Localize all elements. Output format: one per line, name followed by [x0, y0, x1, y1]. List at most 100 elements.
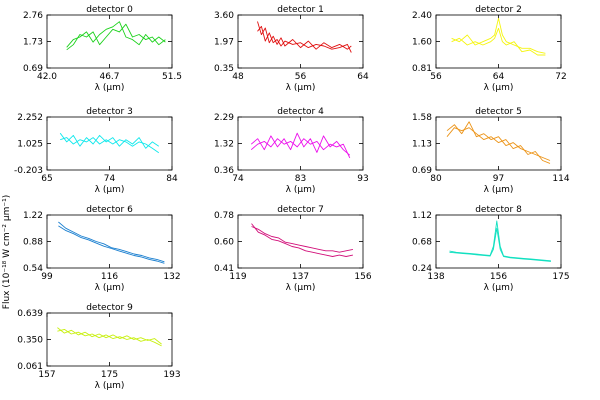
y-tick-label: 0.639: [17, 309, 43, 319]
y-tick-label: 0.36: [214, 166, 234, 176]
x-tick-label: 132: [163, 272, 180, 282]
y-tick-label: 0.78: [214, 211, 234, 221]
y-tick-label: 0.41: [214, 264, 234, 274]
y-tick-label: 1.58: [412, 113, 432, 123]
panel-title: detector 9: [86, 303, 133, 313]
series-line-1: [66, 23, 166, 51]
y-tick-label: 2.252: [17, 113, 43, 123]
series-line-0: [451, 17, 546, 54]
panel-title: detector 7: [277, 205, 324, 215]
x-tick-label: 42.0: [37, 72, 57, 82]
x-tick-label: 51.5: [162, 72, 182, 82]
x-axis-label: λ (μm): [95, 381, 125, 391]
y-tick-label: -0.203: [14, 166, 43, 176]
series-line-0: [446, 121, 551, 161]
y-tick-label: 1.025: [17, 140, 43, 150]
x-tick-label: 74: [232, 174, 244, 184]
y-tick-label: 1.97: [214, 38, 234, 48]
x-tick-label: 137: [292, 272, 309, 282]
x-tick-label: 157: [38, 370, 55, 380]
y-tick-label: 0.69: [23, 64, 43, 74]
y-tick-label: 3.60: [214, 11, 234, 21]
series-line-0: [59, 132, 160, 149]
x-tick-label: 114: [552, 174, 569, 184]
x-tick-label: 93: [357, 174, 368, 184]
x-tick-label: 65: [41, 174, 52, 184]
y-tick-label: 1.13: [412, 140, 432, 150]
panel-title: detector 5: [475, 107, 522, 117]
panel-title: detector 8: [475, 205, 522, 215]
y-tick-label: 0.68: [412, 238, 432, 248]
y-tick-label: 1.12: [412, 211, 432, 221]
series-line-1: [57, 328, 162, 347]
y-tick-label: 0.24: [412, 264, 432, 274]
x-axis-label: λ (μm): [484, 83, 514, 93]
panel-title: detector 1: [277, 5, 324, 15]
y-tick-label: 0.60: [214, 238, 234, 248]
panel-title: detector 0: [86, 5, 133, 15]
y-axis-label: Flux (10⁻¹⁸ W cm⁻² μm⁻¹): [2, 195, 12, 309]
y-tick-label: 0.35: [214, 64, 234, 74]
panel-detector-6: detector 6 99 116 132 0.54 0.88 1.22 λ (μm): [23, 205, 181, 293]
x-tick-label: 116: [101, 272, 118, 282]
plot-frame: [237, 14, 364, 69]
series-line-1: [446, 127, 551, 164]
series-line-0: [57, 327, 162, 345]
y-tick-label: 0.061: [17, 362, 43, 372]
x-tick-label: 46.7: [99, 72, 119, 82]
panel-title: detector 6: [86, 205, 133, 215]
x-axis-label: λ (μm): [95, 283, 125, 293]
y-tick-label: 0.88: [23, 238, 43, 248]
series-line-1: [451, 27, 546, 56]
panel-detector-3: detector 3 65 74 84 -0.203 1.025 2.252 λ (μm): [14, 107, 178, 195]
plot-frame: [237, 214, 364, 269]
x-axis-label: λ (μm): [484, 283, 514, 293]
x-axis-label: λ (μm): [286, 185, 316, 195]
x-tick-label: 119: [229, 272, 246, 282]
panel-detector-0: detector 0 42.0 46.7 51.5 0.69 1.73 2.76 λ (μm): [23, 5, 182, 93]
x-tick-label: 74: [104, 174, 116, 184]
x-tick-label: 175: [552, 272, 569, 282]
x-tick-label: 56: [295, 72, 307, 82]
panel-title: detector 4: [277, 107, 324, 117]
y-tick-label: 2.76: [23, 11, 43, 21]
plot-frame: [46, 116, 173, 171]
series-line-1: [58, 225, 165, 264]
panel-detector-8: detector 8 138 156 175 0.24 0.68 1.12 λ (μm): [412, 205, 570, 293]
x-axis-label: λ (μm): [484, 185, 514, 195]
x-tick-label: 99: [41, 272, 53, 282]
x-axis-label: λ (μm): [95, 83, 125, 93]
x-tick-label: 56: [430, 72, 442, 82]
x-tick-label: 156: [354, 272, 371, 282]
y-tick-label: 0.54: [23, 264, 43, 274]
panel-detector-9: detector 9 157 175 193 0.061 0.350 0.639 λ (μm): [17, 303, 180, 391]
panel-detector-5: detector 5 80 97 114 0.69 1.13 1.58 λ (μm): [412, 107, 570, 195]
x-tick-label: 48: [232, 72, 244, 82]
panel-title: detector 3: [86, 107, 133, 117]
x-tick-label: 64: [357, 72, 369, 82]
series-line-1: [250, 138, 351, 159]
x-tick-label: 64: [493, 72, 505, 82]
x-tick-label: 193: [163, 370, 180, 380]
y-tick-label: 2.40: [412, 11, 432, 21]
plot-frame: [46, 312, 173, 367]
series-line-0: [449, 220, 551, 262]
series-line-0: [58, 221, 165, 263]
series-line-1: [60, 137, 160, 154]
y-tick-label: 1.73: [23, 38, 43, 48]
series-line-1: [251, 226, 353, 253]
plot-frame: [435, 14, 562, 69]
x-tick-label: 156: [490, 272, 507, 282]
y-tick-label: 1.60: [412, 38, 432, 48]
series-line-0: [250, 132, 351, 156]
y-tick-label: 0.69: [412, 166, 432, 176]
x-tick-label: 138: [427, 272, 444, 282]
y-tick-label: 0.81: [412, 64, 432, 74]
y-tick-label: 2.29: [214, 113, 234, 123]
x-tick-label: 97: [493, 174, 504, 184]
series-line-0: [257, 21, 352, 50]
panel-title: detector 2: [475, 5, 522, 15]
y-tick-label: 1.22: [23, 211, 43, 221]
